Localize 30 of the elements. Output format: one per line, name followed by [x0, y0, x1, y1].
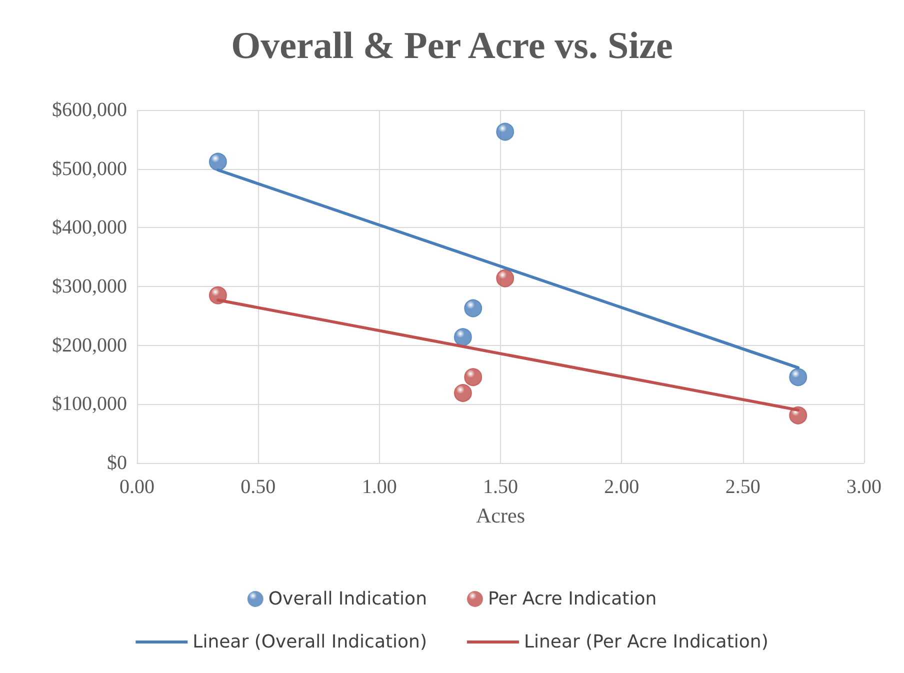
y-tick-label: $500,000: [52, 158, 127, 180]
x-tick-label: 1.50: [483, 476, 518, 498]
point: [454, 384, 472, 402]
legend-label: Linear (Per Acre Indication): [524, 632, 768, 652]
point: [496, 269, 514, 288]
y-tick-label: $400,000: [52, 216, 127, 239]
point: [208, 152, 227, 171]
y-tick-label: $600,000: [52, 99, 127, 121]
x-tick-label: 2.50: [725, 476, 760, 498]
x-tick-label: 1.00: [362, 476, 397, 498]
legend-label: Per Acre Indication: [488, 588, 657, 610]
legend-label: Linear (Overall Indication): [192, 632, 427, 652]
point: [496, 122, 514, 141]
point: [464, 299, 482, 318]
x-tick-label: 0.00: [120, 476, 154, 498]
point: [454, 328, 472, 346]
x-tick-label: 3.00: [846, 476, 882, 498]
y-tick-label: $300,000: [52, 276, 127, 298]
x-tick-label: 0.50: [240, 476, 276, 498]
y-tick-label: $200,000: [52, 334, 127, 356]
point: [464, 368, 482, 386]
y-tick-label: $100,000: [52, 393, 127, 416]
chart-title: Overall & Per Acre vs. Size: [231, 25, 673, 67]
legend-label: Overall Indication: [268, 588, 427, 610]
x-axis-title: Acres: [476, 504, 525, 528]
y-tick-label: $0: [107, 452, 127, 474]
x-tick-label: 2.00: [604, 476, 640, 498]
point: [208, 286, 227, 304]
point: [789, 368, 808, 386]
point: [789, 406, 808, 424]
